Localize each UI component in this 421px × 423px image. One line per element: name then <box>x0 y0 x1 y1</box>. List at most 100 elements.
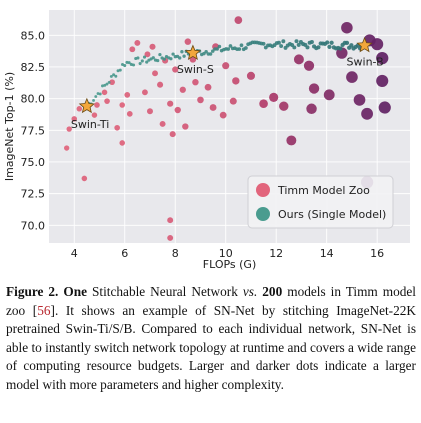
ours-point <box>281 39 286 44</box>
x-tick-label: 12 <box>269 247 283 260</box>
ours-point <box>180 50 184 54</box>
ours-point <box>182 54 186 58</box>
y-axis-label: ImageNet Top-1 (%) <box>3 72 16 181</box>
caption-text-1: Stitchable Neural Network <box>87 284 243 299</box>
timm-point <box>361 107 373 120</box>
swin-star-marker <box>78 97 95 114</box>
ours-point <box>338 46 343 51</box>
y-tick-label: 75.0 <box>21 156 46 169</box>
timm-point <box>144 51 151 58</box>
scatter-chart: Swin-Ti Swin-S Swin-B 4 6 8 10 12 14 16 70.0 72.5 75… <box>3 10 410 271</box>
ours-point <box>140 59 144 63</box>
timm-point <box>91 112 98 118</box>
timm-point <box>286 135 297 146</box>
caption-text-3: models in Timm model zoo [ <box>6 284 416 318</box>
ours-point <box>327 44 332 49</box>
timm-point <box>134 39 141 46</box>
timm-point <box>104 98 110 104</box>
timm-point <box>192 78 199 86</box>
timm-point <box>81 175 88 182</box>
ours-point <box>169 57 173 61</box>
ours-point <box>136 56 140 60</box>
timm-point <box>353 94 366 106</box>
timm-point <box>229 97 237 105</box>
y-tick-label: 72.5 <box>21 188 46 201</box>
timm-point <box>63 145 70 151</box>
ours-point <box>109 74 113 78</box>
ours-point <box>112 73 116 77</box>
timm-series <box>63 16 391 241</box>
legend-box <box>247 175 394 229</box>
timm-point <box>378 101 391 114</box>
caption-bold-one: One <box>63 284 88 299</box>
caption-reference-link[interactable]: 56 <box>37 302 51 318</box>
x-tick-label: 8 <box>172 247 179 260</box>
x-tick-label: 16 <box>370 247 384 260</box>
timm-point <box>232 77 240 85</box>
x-tick-label: 10 <box>219 247 233 260</box>
timm-point <box>204 83 212 91</box>
ours-point <box>325 40 330 45</box>
x-tick-label: 14 <box>320 247 334 260</box>
ours-point <box>316 45 321 50</box>
caption-text-4: ]. It shows an example of SN-Net by stit… <box>6 302 416 392</box>
timm-point <box>246 71 255 80</box>
timm-point <box>152 70 158 77</box>
timm-point <box>197 96 204 104</box>
y-tick-label: 82.5 <box>21 61 46 74</box>
ours-point <box>101 84 104 88</box>
timm-point <box>149 43 156 50</box>
ours-point <box>292 45 297 50</box>
ours-point <box>294 39 299 44</box>
legend: Timm Model Zoo Ours (Single Model) <box>247 175 394 229</box>
timm-point <box>219 111 227 119</box>
caption-vs: vs. <box>242 284 258 299</box>
ours-point <box>211 49 215 53</box>
ours-point <box>123 64 127 68</box>
timm-point <box>167 217 174 224</box>
x-tick-label: 6 <box>121 247 128 260</box>
legend-entry: Ours (Single Model) <box>278 208 386 221</box>
ours-point <box>349 43 354 48</box>
ours-point <box>305 45 310 50</box>
timm-point <box>174 106 181 114</box>
ours-point <box>279 44 284 48</box>
timm-point <box>303 60 315 71</box>
ours-point <box>127 61 131 65</box>
ours-point <box>131 63 136 67</box>
timm-point <box>259 99 268 109</box>
ours-point <box>103 83 107 87</box>
timm-point <box>119 102 125 108</box>
timm-point <box>124 91 131 98</box>
timm-point <box>376 74 389 87</box>
ours-point <box>239 43 244 48</box>
ours-point <box>204 49 208 54</box>
timm-point <box>341 21 353 34</box>
ours-point <box>237 47 242 51</box>
x-tick-label: 4 <box>71 247 78 260</box>
legend-entry: Timm Model Zoo <box>277 184 370 197</box>
timm-point <box>109 79 115 86</box>
swin-star-marker <box>184 44 202 60</box>
timm-point <box>172 66 179 73</box>
timm-point <box>129 46 136 53</box>
timm-point <box>101 89 108 96</box>
timm-point <box>66 126 72 132</box>
timm-point <box>336 47 348 59</box>
timm-point <box>157 81 164 88</box>
timm-point <box>146 108 153 115</box>
y-tick-label: 77.5 <box>21 124 46 137</box>
timm-point <box>179 86 186 93</box>
ours-series <box>85 39 365 108</box>
ours-point <box>92 99 95 102</box>
caption-bold-200: 200 <box>262 284 283 299</box>
ours-point <box>226 47 231 51</box>
ours-point <box>107 80 111 84</box>
timm-point <box>184 38 192 45</box>
swin-label: Swin-Ti <box>71 118 109 131</box>
ours-point <box>244 46 248 50</box>
ours-point <box>228 44 233 48</box>
timm-point <box>76 106 83 112</box>
ours-point <box>208 52 213 56</box>
ours-point <box>156 58 160 63</box>
